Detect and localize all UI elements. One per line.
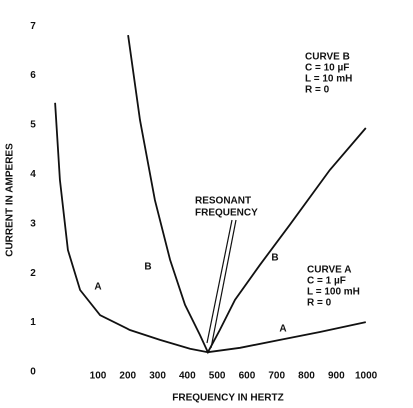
y-axis-label: CURRENT IN AMPERES	[5, 143, 16, 257]
curve-note: L = 10 mH	[305, 74, 352, 85]
y-tick-label: 6	[30, 70, 36, 81]
x-tick-label: 900	[328, 371, 345, 382]
x-axis-label: FREQUENCY IN HERTZ	[172, 393, 284, 404]
annotation: RESONANT	[195, 196, 251, 207]
annotation: FREQUENCY	[195, 208, 258, 219]
y-tick-label: 0	[30, 367, 36, 378]
curve	[127, 34, 367, 355]
curve-note: C = 10 µF	[305, 63, 349, 74]
curve-note: R = 0	[305, 85, 330, 96]
y-tick-label: 3	[30, 218, 36, 229]
pointer-line	[206, 219, 233, 344]
curve-label: A	[279, 324, 286, 335]
x-tick-label: 300	[149, 371, 166, 382]
x-tick-label: 1000	[355, 371, 378, 382]
curve	[54, 102, 366, 354]
curve-note: CURVE B	[305, 52, 350, 63]
curve-label: B	[144, 262, 151, 273]
curve-note: L = 100 mH	[307, 287, 360, 298]
curve-note: CURVE A	[307, 265, 351, 276]
x-tick-label: 100	[90, 371, 107, 382]
curve-note: C = 1 µF	[307, 276, 346, 287]
y-tick-label: 7	[30, 21, 36, 32]
y-tick-label: 4	[30, 169, 36, 180]
y-tick-label: 1	[30, 317, 36, 328]
pointer-line	[210, 219, 237, 349]
x-tick-label: 500	[209, 371, 226, 382]
x-tick-label: 400	[179, 371, 196, 382]
y-tick-label: 5	[30, 120, 36, 131]
x-tick-label: 800	[298, 371, 315, 382]
y-tick-label: 2	[30, 268, 36, 279]
curve-label: A	[94, 282, 101, 293]
x-tick-label: 700	[268, 371, 285, 382]
x-tick-label: 600	[239, 371, 256, 382]
curve-label: B	[271, 253, 278, 264]
curve-note: R = 0	[307, 298, 332, 309]
x-tick-label: 200	[119, 371, 136, 382]
